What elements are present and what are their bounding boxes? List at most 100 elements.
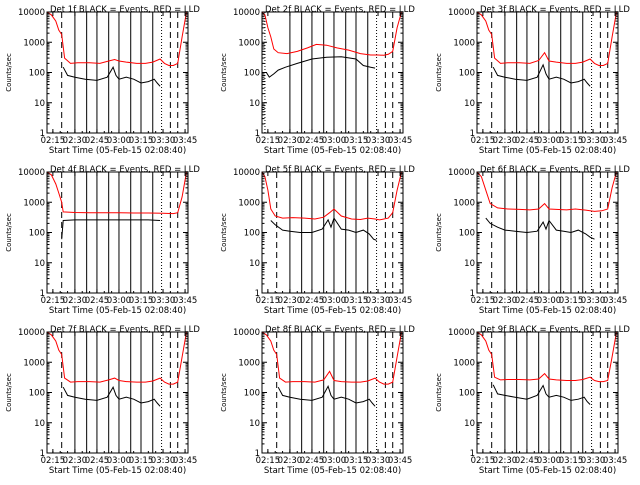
- x-tick-label: 03:00: [322, 136, 347, 146]
- x-axis-label: Start Time (05-Feb-15 02:08:40): [264, 146, 401, 156]
- y-tick-label: 1: [40, 129, 45, 139]
- plot-9: 1 10 100 1000 10000 02:1502:3002:4503:0003:15…: [435, 325, 630, 476]
- y-tick-label: 10: [249, 259, 260, 269]
- x-tick-label: 02:15: [471, 136, 496, 146]
- y-tick-label: 1: [470, 289, 475, 299]
- plot-frame: [476, 171, 619, 294]
- x-tick-label: 02:45: [515, 136, 540, 146]
- plot-8: 1 10 100 1000 10000 02:1502:3002:4503:0003:15…: [220, 325, 415, 476]
- x-tick-label: 03:45: [173, 136, 198, 146]
- y-axis-label: Counts/sec: [435, 213, 443, 252]
- x-tick-label: 03:15: [344, 136, 369, 146]
- y-axis-label: Counts/sec: [220, 213, 228, 252]
- x-tick-label: 03:00: [107, 136, 132, 146]
- events-series-line: [62, 66, 161, 87]
- x-tick-label: 02:45: [85, 136, 110, 146]
- x-tick-label: 02:45: [85, 456, 110, 466]
- x-tick-label: 03:45: [388, 296, 413, 306]
- x-tick-label: 02:30: [63, 296, 88, 306]
- events-series-line: [270, 216, 377, 241]
- y-tick-label: 1000: [23, 38, 45, 48]
- events-series-line: [492, 63, 591, 87]
- y-tick-label: 10: [249, 419, 260, 429]
- x-tick-label: 02:30: [278, 136, 303, 146]
- y-tick-label: 1000: [453, 198, 475, 208]
- y-tick-label: 1: [470, 449, 475, 459]
- plot-title: Det 4f BLACK = Events, RED = LLD: [50, 165, 200, 175]
- y-axis-label: Counts/sec: [5, 373, 13, 412]
- lld-series-line: [261, 171, 402, 221]
- events-series-line: [265, 56, 376, 78]
- x-tick-label: 02:30: [278, 456, 303, 466]
- x-tick-label: 03:15: [559, 456, 584, 466]
- y-tick-label: 10000: [448, 168, 475, 178]
- y-axis-label: Counts/sec: [5, 213, 13, 252]
- plot-frame: [46, 331, 189, 454]
- y-tick-label: 100: [244, 389, 260, 399]
- x-tick-label: 03:15: [559, 136, 584, 146]
- y-tick-label: 10000: [18, 8, 45, 18]
- lld-series-line: [46, 11, 187, 66]
- plot-3: 1 10 100 1000 10000 02:1502:3002:4503:0003:15…: [435, 5, 630, 156]
- x-tick-label: 02:30: [63, 456, 88, 466]
- x-tick-label: 03:00: [322, 296, 347, 306]
- x-axis-label: Start Time (05-Feb-15 02:08:40): [264, 466, 401, 476]
- y-tick-label: 1000: [238, 38, 260, 48]
- y-tick-label: 100: [459, 389, 475, 399]
- x-tick-label: 02:45: [300, 456, 325, 466]
- y-axis-label: Counts/sec: [220, 373, 228, 412]
- plot-frame: [476, 11, 619, 134]
- plot-title: Det 8f BLACK = Events, RED = LLD: [265, 325, 415, 335]
- x-tick-label: 02:45: [515, 296, 540, 306]
- y-tick-label: 10000: [448, 328, 475, 338]
- y-tick-label: 10: [34, 99, 45, 109]
- y-tick-label: 10: [464, 419, 475, 429]
- lld-series-line: [46, 331, 187, 385]
- plot-7: 1 10 100 1000 10000 02:1502:3002:4503:0003:15…: [5, 325, 200, 476]
- lld-series-line: [261, 331, 402, 385]
- y-tick-label: 100: [29, 69, 45, 79]
- plot-title: Det 2f BLACK = Events, RED = LLD: [265, 5, 415, 15]
- lld-series-line: [261, 11, 402, 56]
- y-axis-label: Counts/sec: [435, 53, 443, 92]
- plot-frame: [46, 171, 189, 294]
- y-tick-label: 100: [29, 389, 45, 399]
- x-tick-label: 03:30: [151, 136, 176, 146]
- plot-frame: [261, 171, 404, 294]
- x-tick-label: 03:45: [173, 456, 198, 466]
- y-tick-label: 10000: [448, 8, 475, 18]
- x-tick-label: 03:45: [603, 296, 628, 306]
- x-tick-label: 03:15: [129, 456, 154, 466]
- plot-title: Det 6f BLACK = Events, RED = LLD: [480, 165, 630, 175]
- x-tick-label: 03:30: [581, 136, 606, 146]
- y-tick-label: 10000: [18, 328, 45, 338]
- events-series-line: [61, 219, 161, 240]
- y-tick-label: 10: [464, 259, 475, 269]
- y-tick-label: 10000: [233, 328, 260, 338]
- x-tick-label: 03:00: [107, 456, 132, 466]
- y-tick-label: 10: [464, 99, 475, 109]
- plot-frame: [261, 11, 404, 134]
- plot-frame: [476, 331, 619, 454]
- x-tick-label: 02:15: [256, 136, 281, 146]
- x-tick-label: 02:15: [41, 296, 66, 306]
- x-axis-label: Start Time (05-Feb-15 02:08:40): [49, 146, 186, 156]
- plot-title: Det 9f BLACK = Events, RED = LLD: [480, 325, 630, 335]
- x-tick-label: 03:00: [537, 296, 562, 306]
- y-tick-label: 1000: [23, 198, 45, 208]
- events-series-line: [485, 217, 595, 240]
- lld-series-line: [476, 331, 617, 383]
- x-tick-label: 02:15: [471, 296, 496, 306]
- x-tick-label: 03:00: [537, 136, 562, 146]
- x-tick-label: 03:30: [151, 296, 176, 306]
- lld-series-line: [46, 171, 187, 215]
- y-tick-label: 1000: [453, 358, 475, 368]
- x-tick-label: 03:00: [322, 456, 347, 466]
- x-tick-label: 02:15: [41, 136, 66, 146]
- x-tick-label: 03:30: [366, 296, 391, 306]
- x-tick-label: 03:00: [107, 296, 132, 306]
- x-tick-label: 03:30: [581, 296, 606, 306]
- x-tick-label: 02:15: [256, 296, 281, 306]
- y-tick-label: 1: [40, 289, 45, 299]
